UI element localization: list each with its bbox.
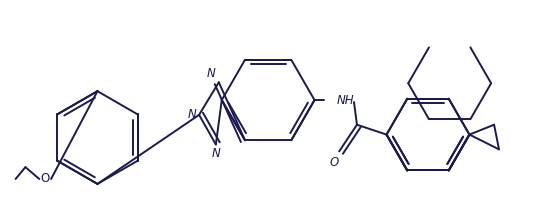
Text: N: N: [211, 147, 220, 160]
Text: NH: NH: [336, 94, 354, 106]
Text: O: O: [41, 172, 50, 186]
Text: N: N: [187, 108, 196, 121]
Text: N: N: [207, 67, 216, 80]
Text: O: O: [330, 156, 339, 169]
